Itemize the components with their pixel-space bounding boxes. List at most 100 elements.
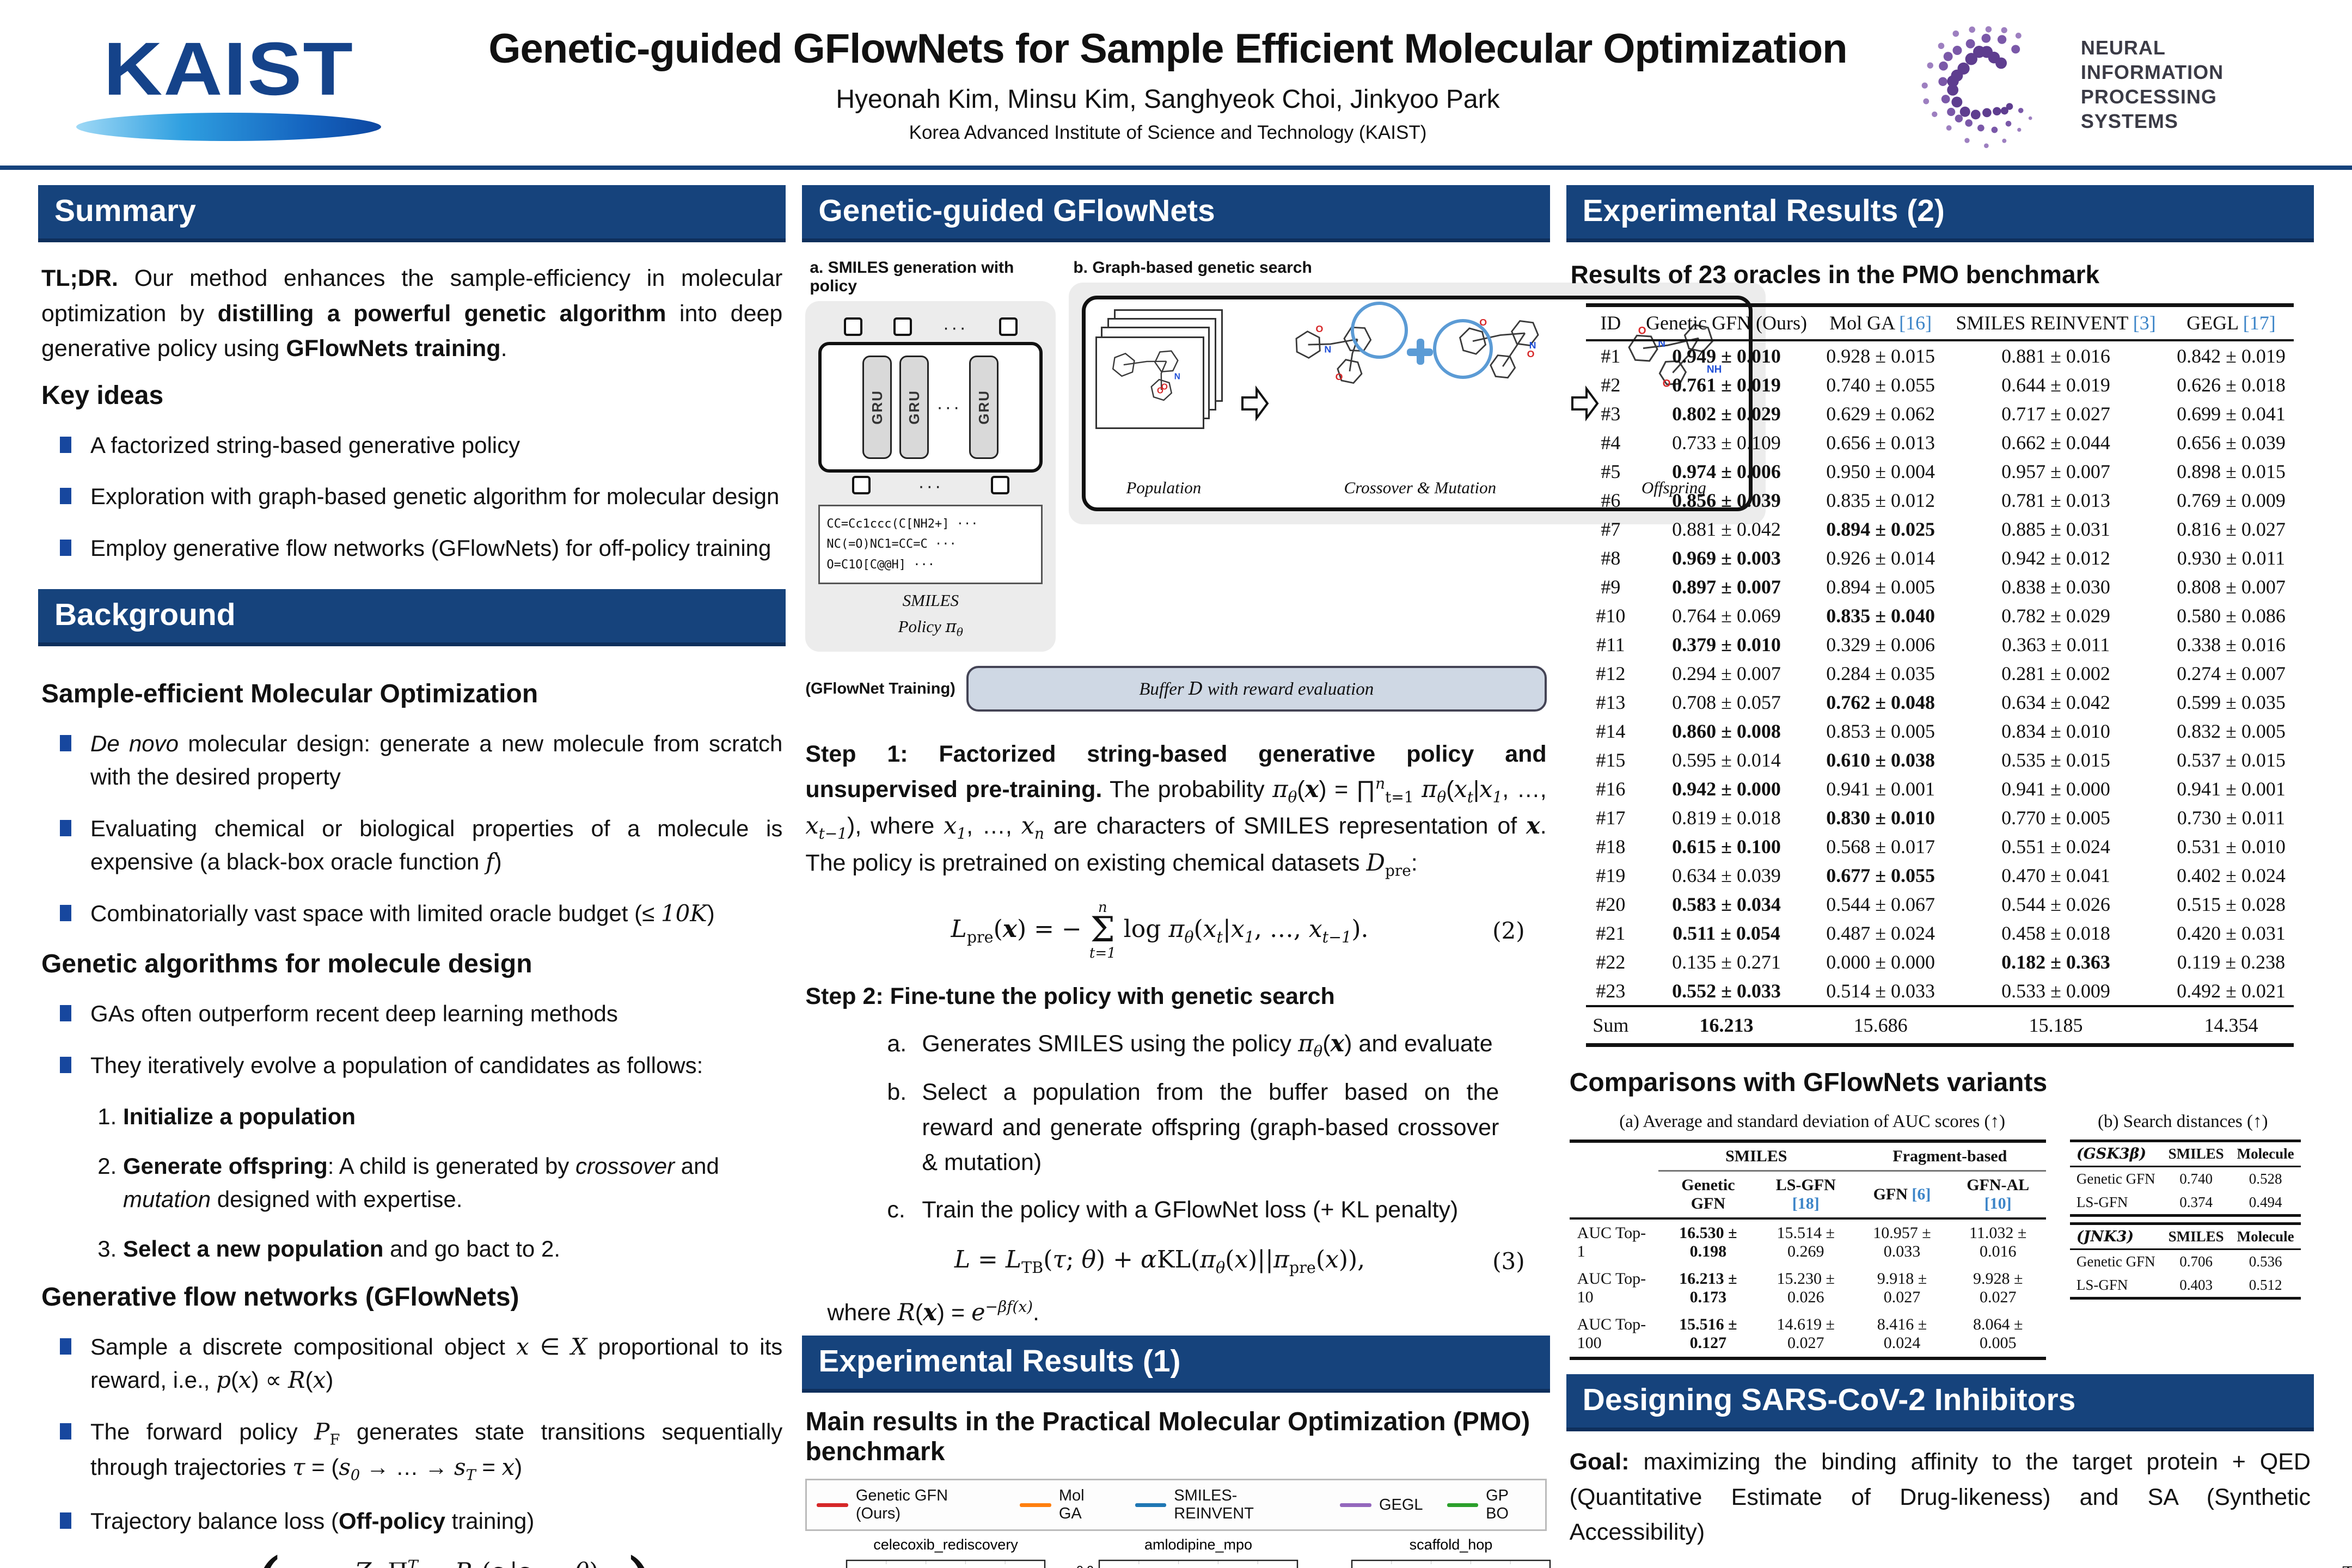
text-run: Genetic GFN — [1681, 1176, 1735, 1213]
text-run: crossover — [575, 1153, 675, 1179]
oracle-id-cell: #1 — [1601, 345, 1621, 367]
score-cell: 8.416 ± 0.024 — [1877, 1315, 1927, 1352]
table-row: #2 0.761 ± 0.019 0.740 ± 0.055 0.644 ± 0.01… — [1586, 370, 2294, 399]
list-item: Trajectory balance loss (Off-policy trai… — [60, 1505, 782, 1538]
group-header: Fragment-based — [1854, 1141, 2046, 1172]
legend-swatch — [817, 1503, 848, 1507]
legend-item: GEGL — [1339, 1496, 1423, 1514]
svg-text:N: N — [1325, 344, 1332, 354]
background-list-2: GAs often outperform recent deep learnin… — [60, 997, 782, 1082]
table-row: #21 0.511 ± 0.054 0.487 ± 0.024 0.458 ± 0.0… — [1586, 918, 2294, 947]
score-cell: 0.894 ± 0.025 — [1826, 518, 1935, 540]
section-header-results1: Experimental Results (1) — [802, 1336, 1550, 1393]
crossover-fragment-ring — [1433, 319, 1493, 379]
title-block: Genetic-guided GFlowNets for Sample Effi… — [419, 25, 1916, 144]
text-run: x — [1330, 1030, 1345, 1057]
text-run: : A child is generated by — [327, 1153, 576, 1179]
table-row: #22 0.135 ± 0.271 0.000 ± 0.000 0.182 ± 0.3… — [1586, 947, 2294, 976]
table-row: #10 0.764 ± 0.069 0.835 ± 0.040 0.782 ± 0.0… — [1586, 601, 2294, 630]
table-row: #13 0.708 ± 0.057 0.762 ± 0.048 0.634 ± 0.0… — [1586, 688, 2294, 716]
score-cell: 8.064 ± 0.005 — [1973, 1315, 2023, 1352]
score-cell: 0.941 ± 0.001 — [2177, 777, 2286, 800]
text-run: x — [1021, 812, 1034, 840]
score-cell: 0.764 ± 0.069 — [1672, 604, 1781, 627]
text-run: π — [1168, 915, 1185, 943]
column-header: GFN-AL [10] — [1950, 1171, 2046, 1219]
molecule-card: OONScore: 0.917(docking: -12.0, QED: 0.8… — [2085, 1560, 2328, 1568]
text-run: θ — [956, 626, 964, 639]
legend-swatch — [1020, 1503, 1051, 1507]
score-cell: 0.374 — [2179, 1194, 2213, 1211]
text-run: SMILES REINVENT — [1956, 312, 2133, 334]
background-list-3: Sample a discrete compositional object x… — [60, 1331, 782, 1538]
text-run: ; — [1065, 1246, 1082, 1274]
equation-1: LTB(τ; θ) = ( log Zθ ∏Tt=1 PF(st|st−1; θ… — [41, 1553, 750, 1568]
score-cell: 0.898 ± 0.015 — [2177, 460, 2286, 482]
text-run: t−1 — [818, 824, 848, 843]
table-row: LS-GFN 0.374 0.494 — [2070, 1191, 2301, 1216]
text-run: Our method enhances the sample-efficienc… — [41, 265, 783, 327]
oracle-id-cell: #22 — [1596, 951, 1626, 973]
score-cell: 0.881 ± 0.016 — [2001, 345, 2110, 367]
score-cell: 0.420 ± 0.031 — [2177, 922, 2286, 944]
text-run: s — [491, 1558, 504, 1568]
oracle-id-cell: #2 — [1601, 373, 1621, 396]
text-run: Trajectory balance loss ( — [90, 1508, 339, 1534]
score-cell: 15.516 ± 0.127 — [1679, 1315, 1737, 1352]
population-label: Population — [1126, 478, 1202, 497]
score-cell: 0.950 ± 0.004 — [1826, 460, 1935, 482]
score-cell: 0.656 ± 0.013 — [1826, 431, 1935, 454]
list-item: Combinatorially vast space with limited … — [60, 897, 782, 930]
table-row: #5 0.974 ± 0.006 0.950 ± 0.004 0.957 ± 0.00… — [1586, 457, 2294, 486]
sum-score-cell: 16.213 — [1699, 1014, 1754, 1037]
score-cell: 0.379 ± 0.010 — [1672, 633, 1781, 656]
offspring-group: O O N NH Offspring — [1608, 309, 1739, 498]
text-run: ) = ∏ — [1319, 776, 1376, 803]
smiles-output-box: CC=Cc1ccc(C[NH2+] ··· NC(=O)NC1=CC=C ···… — [818, 505, 1043, 585]
text-run: De novo — [90, 731, 179, 757]
score-cell: 0.942 ± 0.000 — [1672, 777, 1781, 800]
oracle-id-cell: #6 — [1601, 489, 1621, 511]
list-item: Select a new population and go bact to 2… — [123, 1233, 782, 1266]
text-run: Goal: — [1569, 1449, 1630, 1475]
text-run: pre — [966, 927, 994, 946]
oracle-id-cell: #14 — [1596, 720, 1626, 742]
text-run: → … → — [360, 1454, 454, 1480]
text-run: θ — [1313, 1042, 1323, 1061]
neurips-logo-swirl-icon — [1921, 26, 2032, 149]
citation-link[interactable]: [16] — [1899, 312, 1932, 334]
pmo-oracles-table: ID Genetic GFN (Ours) Mol GA [16] SMILES RE… — [1586, 303, 2294, 1048]
row-label: LS-GFN — [2076, 1194, 2128, 1211]
legend-label: SMILES-REINVENT — [1174, 1487, 1254, 1523]
citation-link[interactable]: [3] — [2133, 312, 2156, 334]
text-run: π — [1273, 1246, 1289, 1274]
text-run: , …, — [1254, 915, 1309, 943]
score-cell: 0.338 ± 0.016 — [2177, 633, 2286, 656]
figure-a-label: a. SMILES generation with policy — [810, 259, 1014, 295]
table5-caption: Table 5: Average Top-100 scores (↑). Our… — [2342, 1560, 2352, 1568]
text-run: ) ∝ — [251, 1367, 288, 1393]
text-run: log — [1123, 915, 1169, 943]
score-cell: 0.487 ± 0.024 — [1826, 922, 1935, 944]
row-label: AUC Top-1 — [1569, 1217, 1659, 1266]
text-run: D — [1366, 849, 1385, 877]
score-cell: 0.281 ± 0.002 — [2001, 662, 2110, 684]
score-cell: 0.928 ± 0.015 — [1826, 345, 1935, 367]
text-run: and — [675, 1153, 719, 1179]
text-run: ( — [1297, 776, 1305, 803]
citation-link[interactable]: [18] — [1792, 1195, 1820, 1213]
citation-link[interactable]: [10] — [1984, 1195, 2012, 1213]
citation-link[interactable]: [6] — [1912, 1185, 1931, 1204]
text-run: p — [216, 1366, 231, 1393]
text-run: x — [313, 1366, 326, 1393]
column-header: SMILES REINVENT [3] — [1943, 305, 2168, 341]
oracle-id-cell: #8 — [1601, 547, 1621, 569]
molecule-structure: OON — [1112, 350, 1180, 401]
text-run: , …, — [1502, 776, 1547, 803]
text-run: ( — [1315, 1246, 1325, 1274]
text-run: GFN — [1873, 1185, 1912, 1204]
citation-link[interactable]: [17] — [2243, 312, 2276, 334]
text-run: TB — [1021, 1258, 1044, 1277]
text-run: = ( — [305, 1454, 339, 1480]
